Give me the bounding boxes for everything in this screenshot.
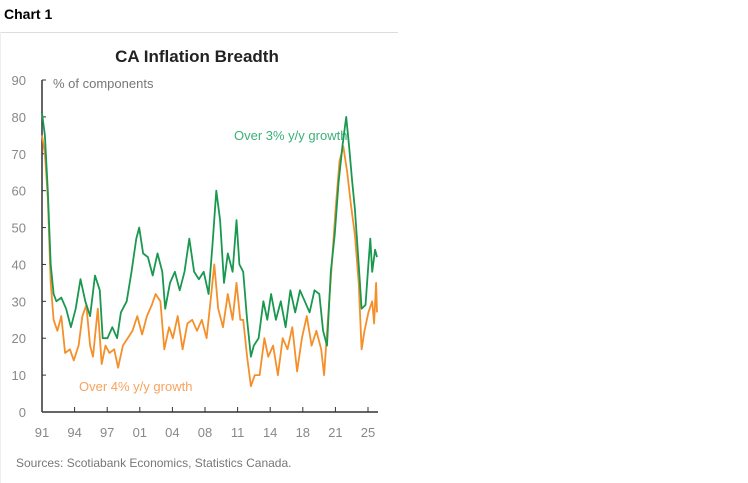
x-tick-label: 21 (328, 425, 342, 440)
chart-title: CA Inflation Breadth (115, 47, 279, 66)
x-tick-label: 11 (231, 425, 245, 440)
x-tick-label: 91 (35, 425, 49, 440)
y-tick-label: 50 (12, 221, 26, 236)
y-tick-label: 80 (12, 110, 26, 125)
y-axis-label: % of components (53, 76, 154, 91)
y-tick-label: 20 (12, 331, 26, 346)
left-divider (0, 32, 1, 483)
x-tick-label: 04 (165, 425, 179, 440)
x-tick-label: 01 (133, 425, 147, 440)
series-label-over-4: Over 4% y/y growth (79, 379, 192, 394)
x-tick-label: 97 (100, 425, 114, 440)
x-tick-label: 18 (296, 425, 310, 440)
y-tick-label: 40 (12, 257, 26, 272)
x-tick-label: 08 (198, 425, 212, 440)
y-tick-label: 30 (12, 294, 26, 309)
y-tick-label: 90 (12, 73, 26, 88)
y-tick-label: 70 (12, 147, 26, 162)
series-line-over-4 (41, 135, 378, 388)
x-tick-label: 25 (361, 425, 375, 440)
x-tick-label: 14 (263, 425, 277, 440)
header-divider (0, 32, 398, 33)
y-tick-label: 0 (19, 405, 26, 420)
chart-header: Chart 1 (4, 6, 53, 22)
series-line-over-3 (41, 113, 378, 358)
source-note: Sources: Scotiabank Economics, Statistic… (16, 456, 291, 470)
series-label-over-3: Over 3% y/y growth (234, 128, 347, 143)
x-tick-label: 94 (67, 425, 81, 440)
y-tick-label: 10 (12, 368, 26, 383)
y-tick-label: 60 (12, 184, 26, 199)
